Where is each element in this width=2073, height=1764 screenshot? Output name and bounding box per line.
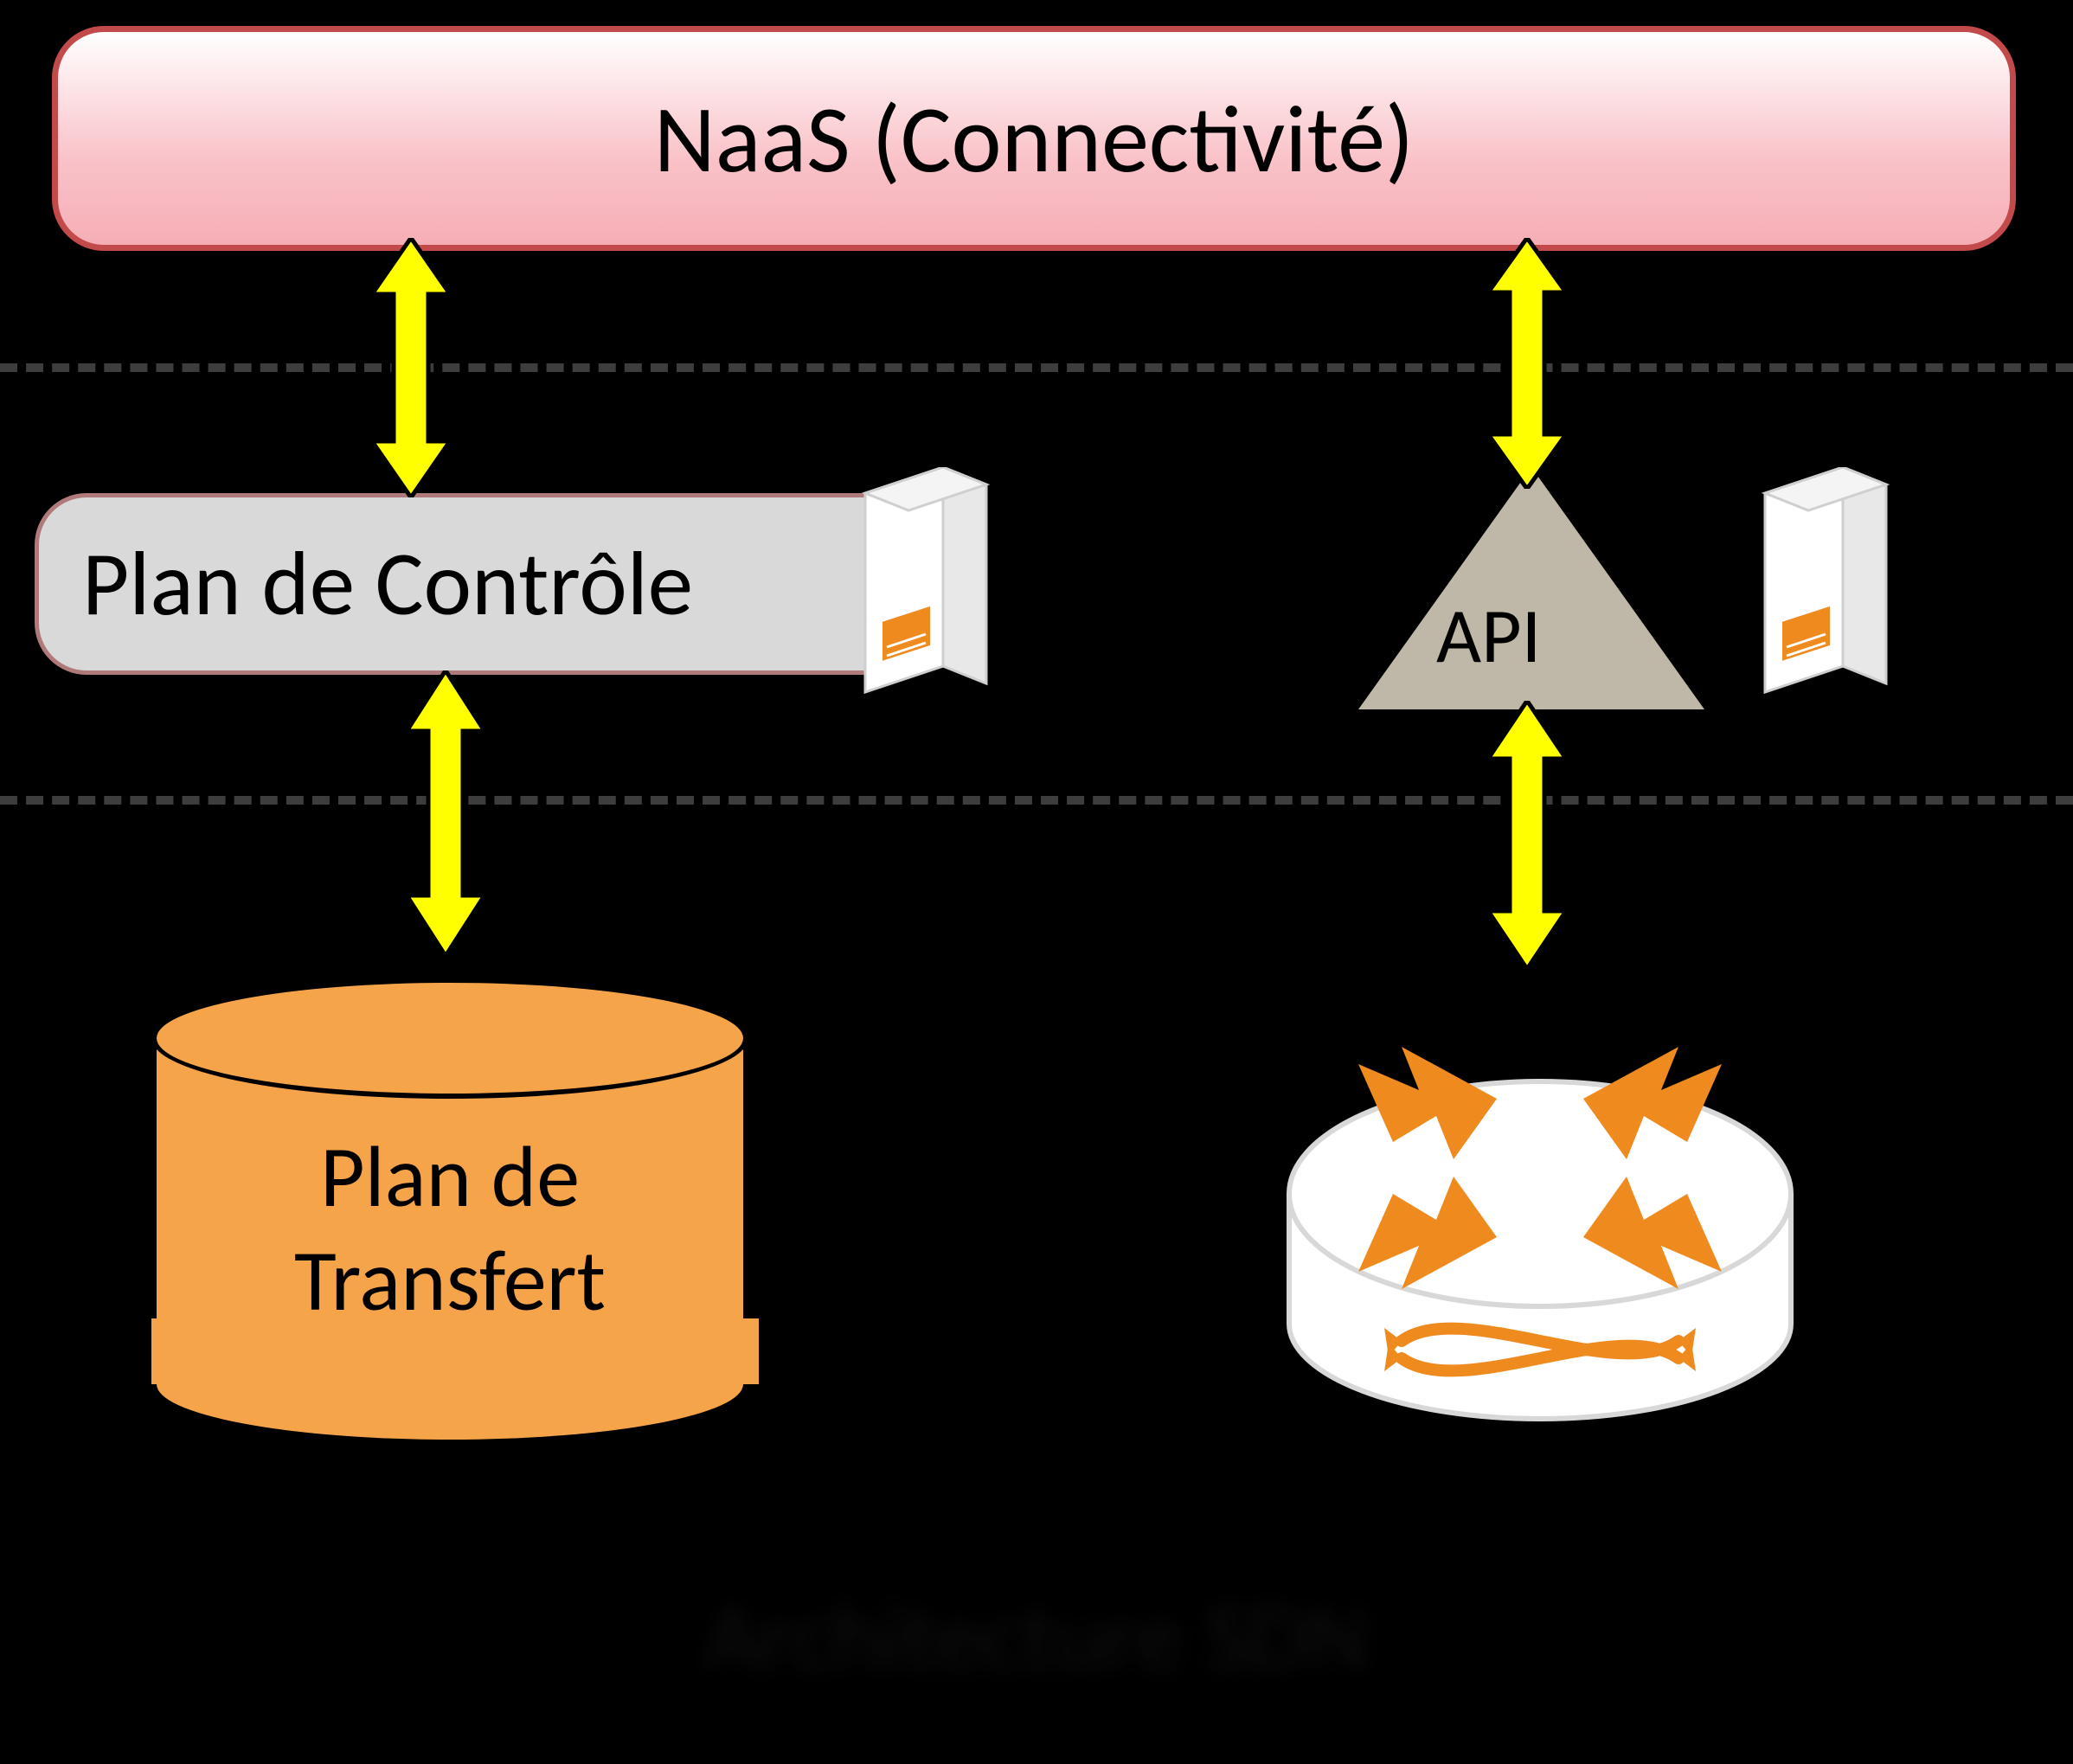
dashed-separator-2 (0, 796, 2073, 805)
naas-label: NaaS (Connectivité) (654, 80, 1415, 197)
sdn-architecture-diagram: NaaS (Connectivité) Plan de Contrôle API (0, 0, 2073, 1764)
api-label: API (1436, 588, 1541, 683)
server-icon-2 (1739, 467, 1895, 718)
arrow-api-router (1488, 701, 1566, 969)
dashed-separator-1 (0, 363, 2073, 372)
arrow-control-transfer (407, 670, 485, 956)
caption: Architecture SDN (0, 1578, 2073, 1695)
naas-box: NaaS (Connectivité) (52, 26, 2016, 251)
transfer-line2: Transfert (294, 1228, 606, 1333)
server-icon-1 (839, 467, 995, 718)
arrow-naas-api (1488, 238, 1566, 489)
transfer-plane-label: Plan de Transfert (151, 1125, 748, 1332)
control-plane-box: Plan de Contrôle (35, 493, 960, 675)
router-icon (1272, 969, 1808, 1436)
control-plane-label: Plan de Contrôle (82, 529, 693, 639)
arrow-naas-control (372, 238, 450, 497)
transfer-line1: Plan de (320, 1124, 580, 1229)
transfer-plane-cylinder: Plan de Transfert (151, 978, 748, 1436)
